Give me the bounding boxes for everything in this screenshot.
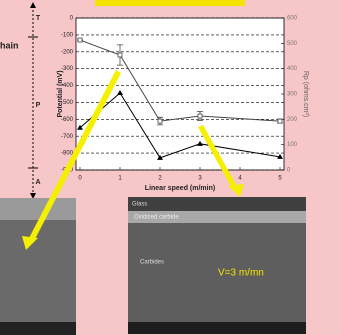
y-tick-label: -700 [61,134,74,140]
heading-strip [95,0,245,6]
x-tick-label: 3 [198,176,202,182]
photo-footer [0,322,76,335]
pointer-arrow [228,184,244,197]
x-tick-label: 2 [158,176,162,182]
y-tick-label: -200 [61,49,74,55]
x-axis-title: Linear speed (m/min) [145,185,215,192]
x-tick-label: 0 [78,176,82,182]
x-tick-label: 5 [278,176,282,182]
point [157,118,163,124]
point [277,153,283,159]
y-tick-label: -100 [61,32,74,38]
point [197,113,203,119]
y2-tick-label: 200 [287,117,298,123]
side-label: A [35,179,40,186]
y2-tick-label: 300 [287,92,298,98]
y-axis-title: Potential (mV) [57,70,64,117]
pointer-arrow [28,70,121,243]
y-tick-label: -400 [61,83,74,89]
y2-tick-label: 600 [287,16,298,22]
pointer-arrow [22,236,38,250]
y-tick-label: 0 [70,16,74,22]
y-tick-label: -600 [61,117,74,123]
point [157,154,163,160]
arrow-head [30,193,36,199]
point [117,52,123,58]
photo-footer [128,322,306,334]
y2-tick-label: 400 [287,66,298,72]
y2-tick-label: 500 [287,41,298,47]
y2-tick-label: 100 [287,142,298,148]
photo-band [0,198,76,220]
arrow-head [30,2,36,8]
photo-label: Oxidized carbide [134,215,179,221]
y2-axis-title: Rp (ohms.cm²) [302,71,309,117]
y-tick-label: -300 [61,66,74,72]
plot-area [75,17,285,171]
point [77,124,83,130]
x-tick-label: 4 [238,176,242,182]
photo-band [128,197,306,211]
x-tick-label: 1 [118,176,122,182]
photo-band [128,211,306,223]
point [277,118,283,124]
cut-heading: hain [0,40,19,50]
point [117,89,123,95]
photo-label: Glass [132,202,147,208]
point [197,140,203,146]
side-label: P [36,102,41,109]
y2-tick-label: 0 [287,168,291,174]
y-tick-label: -800 [61,151,74,157]
y-tick-label: -500 [61,100,74,106]
photo-label: V=3 m/mn [218,268,264,279]
pointer-arrow [198,125,238,190]
side-label: T [36,15,41,22]
point [77,37,83,43]
photo-label: Carbides [140,260,164,266]
